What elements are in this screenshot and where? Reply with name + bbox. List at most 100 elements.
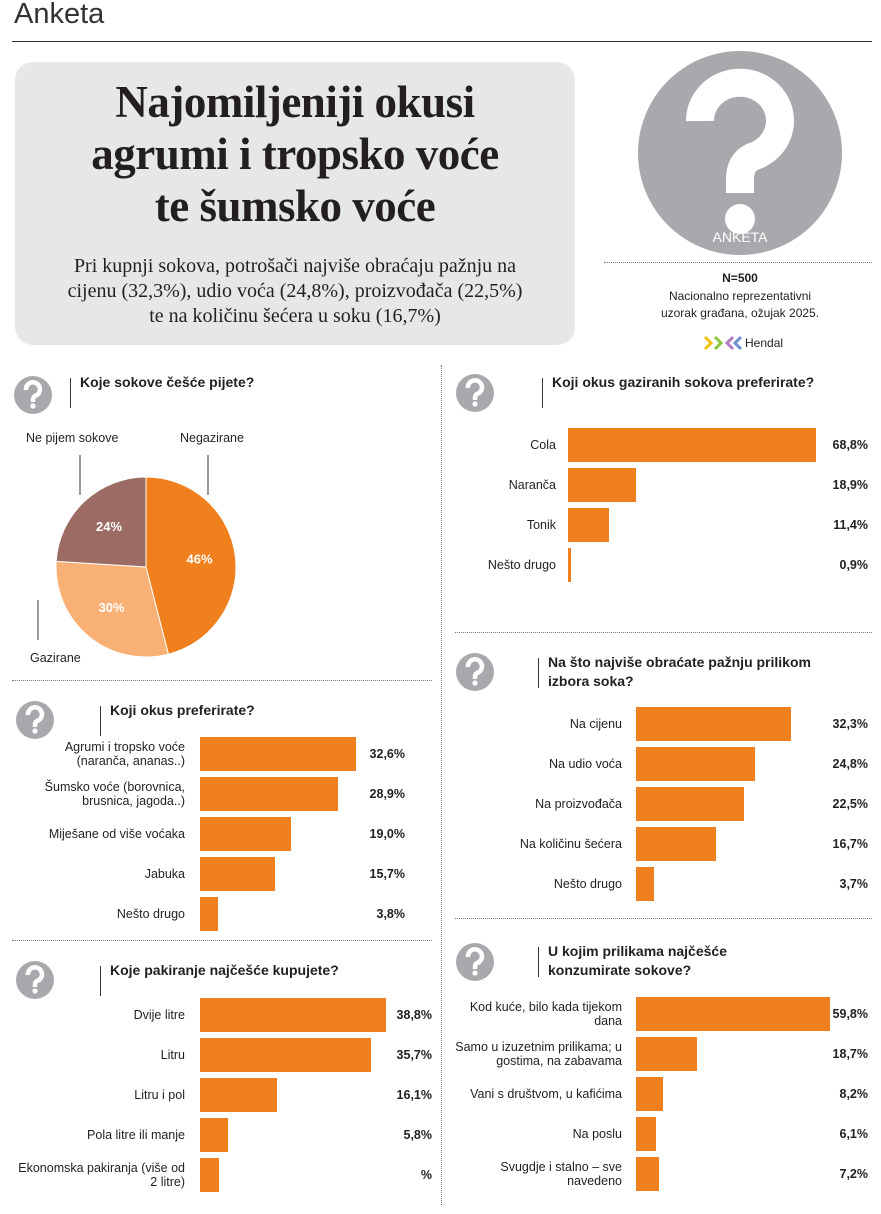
category-label: Svugdje i stalno – sve navedeno <box>500 1160 622 1188</box>
category-label: Nešto drugo <box>487 558 556 572</box>
value-label: 28,9% <box>369 787 405 801</box>
subtitle-line: Pri kupnji sokova, potrošači najviše obr… <box>73 255 517 277</box>
divider <box>455 918 872 919</box>
category-label: Miješane od više voćaka <box>48 827 185 841</box>
bar <box>200 817 291 851</box>
leader <box>542 378 543 408</box>
divider <box>441 365 442 1205</box>
subtitle-line: cijenu (32,3%), udio voća (24,8%), proiz… <box>67 280 523 302</box>
value-label: 7,2% <box>839 1167 869 1181</box>
bar <box>636 707 791 741</box>
bar <box>636 997 830 1031</box>
divider <box>604 262 872 263</box>
pie-slice <box>55 560 169 658</box>
section-label: Anketa <box>14 0 105 30</box>
divider <box>12 680 432 681</box>
badge <box>638 51 842 255</box>
slice-label: 24% <box>96 519 122 534</box>
value-label: 18,7% <box>832 1047 868 1061</box>
question-icon <box>16 961 54 999</box>
category-label: Nešto drugo <box>553 877 622 891</box>
value-label: 35,7% <box>396 1048 432 1062</box>
bar <box>200 1038 372 1072</box>
category-label: Samo u izuzetnim prilikama; u gostima, n… <box>455 1040 622 1068</box>
rule <box>12 41 872 42</box>
value-label: 19,0% <box>369 827 405 841</box>
value-label: 16,1% <box>396 1088 432 1102</box>
category-label: Negazirane <box>180 431 244 445</box>
headline: Najomiljeniji okusi agrumi i tropsko voć… <box>15 76 575 232</box>
category-label: Na cijenu <box>569 717 622 731</box>
question-title: Na što najviše obraćate pažnju prilikom … <box>548 654 811 689</box>
leader <box>100 706 101 736</box>
category-label: Vani s društvom, u kafićima <box>470 1087 622 1101</box>
value-label: 24,8% <box>832 757 868 771</box>
question-title: Koje sokove češće pijete? <box>80 374 255 390</box>
category-label: Cola <box>530 438 556 452</box>
category-label: Šumsko voće (borovnica, brusnica, jagoda… <box>44 780 185 808</box>
question-title: U kojim prilikama najčešće konzumirate s… <box>548 943 727 978</box>
value-label: 3,8% <box>376 907 406 921</box>
category-label: Nešto drugo <box>116 907 185 921</box>
question-icon <box>456 374 494 412</box>
category-label: Na količinu šećera <box>519 837 622 851</box>
note-line: uzorak građana, ožujak 2025. <box>660 306 820 320</box>
question-icon <box>456 943 494 981</box>
value-label: 0,9% <box>839 558 869 572</box>
subtitle: Pri kupnji sokova, potrošači najviše obr… <box>15 254 575 329</box>
question-icon <box>456 653 494 691</box>
source: Hendal <box>745 336 784 350</box>
pie-slice <box>145 476 237 655</box>
note-line: Nacionalno reprezentativni <box>668 289 812 303</box>
question-title: Koji okus gaziranih sokova preferirate? <box>552 374 815 390</box>
value-label: 18,9% <box>832 478 868 492</box>
bar <box>200 897 219 931</box>
bar <box>636 1077 663 1111</box>
value-label: 68,8% <box>832 438 868 452</box>
note: Nacionalno reprezentativni uzorak građan… <box>604 288 876 322</box>
bar <box>636 747 755 781</box>
category-label: Naranča <box>508 478 556 492</box>
category-label: Litru i pol <box>134 1088 185 1102</box>
leader <box>100 966 101 996</box>
value-label: 11,4% <box>833 518 868 532</box>
bar <box>636 827 717 861</box>
subtitle-line: te na količinu šećera u soku (16,7%) <box>149 305 441 327</box>
bar <box>568 548 572 582</box>
category-label: Agrumi i tropsko voće (naranča, ananas..… <box>64 740 185 768</box>
category-label: Dvije litre <box>133 1008 185 1022</box>
question-icon <box>16 701 54 739</box>
sample: N=500 <box>722 271 758 285</box>
value-label: 6,1% <box>839 1127 869 1141</box>
bar <box>636 867 654 901</box>
question-title: Koji okus preferirate? <box>110 702 255 718</box>
question-title: Koje pakiranje najčešće kupujete? <box>110 962 339 978</box>
value-label: 15,7% <box>369 867 405 881</box>
headline-line: te šumsko voće <box>154 181 436 231</box>
value-label: 32,3% <box>832 717 868 731</box>
headline-box: Najomiljeniji okusi agrumi i tropsko voć… <box>15 62 575 345</box>
bar <box>200 1118 228 1152</box>
category-label: Jabuka <box>144 867 185 881</box>
category-label: Gazirane <box>30 651 81 665</box>
leader <box>538 947 539 977</box>
category-label: Na proizvođača <box>535 797 622 811</box>
value-label: 3,7% <box>839 877 869 891</box>
leader <box>70 378 71 408</box>
headline-line: agrumi i tropsko voće <box>91 129 499 179</box>
bar <box>200 1078 278 1112</box>
value-label: 32,6% <box>369 747 405 761</box>
category-label: Ne pijem sokove <box>26 431 119 445</box>
headline-line: Najomiljeniji okusi <box>115 77 475 127</box>
value-label: 59,8% <box>832 1007 868 1021</box>
leader <box>538 658 539 688</box>
bar <box>636 1117 656 1151</box>
bar <box>200 1158 220 1192</box>
value-label: % <box>420 1168 432 1182</box>
bar <box>200 857 276 891</box>
bar <box>636 1157 660 1191</box>
value-label: 8,2% <box>839 1087 869 1101</box>
category-label: Pola litre ili manje <box>87 1128 185 1142</box>
pie-slice <box>55 476 147 568</box>
